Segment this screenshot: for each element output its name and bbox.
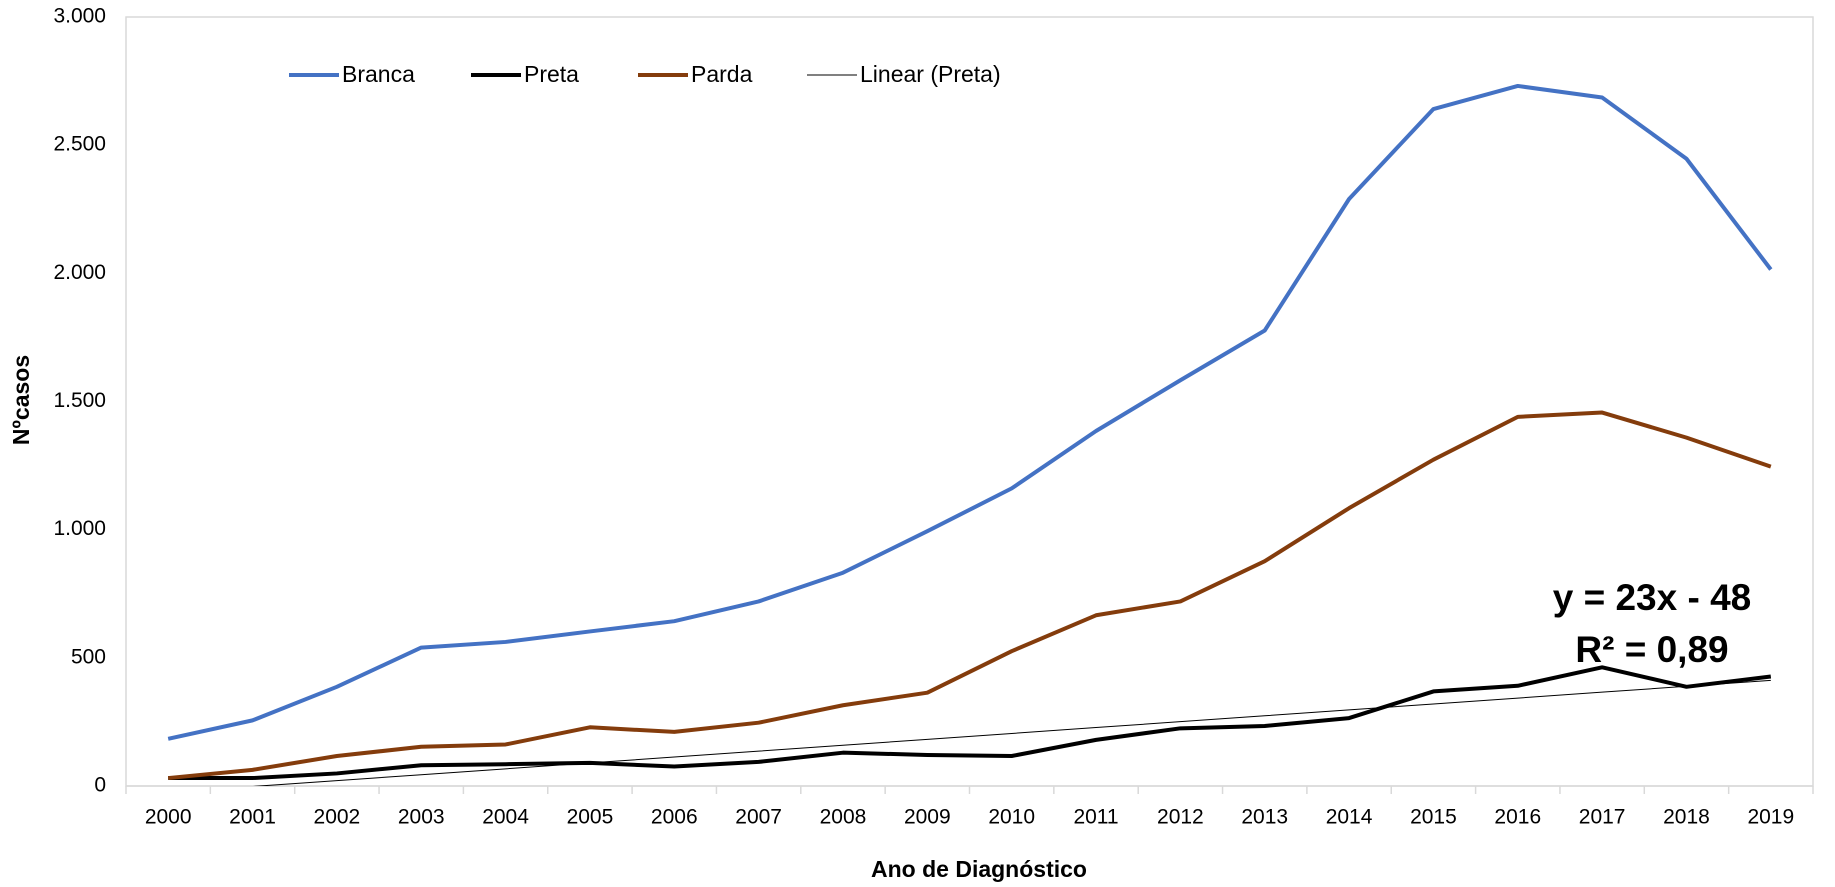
y-tick-label: 1.500	[53, 389, 106, 412]
x-tick-label: 2012	[1157, 806, 1204, 829]
x-tick-label: 2002	[314, 806, 361, 829]
x-tick-label: 2011	[1073, 806, 1118, 829]
x-tick-label: 2017	[1579, 806, 1626, 829]
y-tick-label: 2.500	[53, 133, 106, 156]
legend-label: Linear (Preta)	[860, 61, 1001, 87]
legend-label: Parda	[691, 61, 753, 87]
x-tick-label: 2004	[482, 806, 529, 829]
x-tick-label: 2018	[1663, 806, 1710, 829]
x-tick-label: 2005	[567, 806, 614, 829]
legend-label: Branca	[342, 61, 415, 87]
trend-r2: R² = 0,89	[1575, 629, 1728, 670]
x-tick-label: 2008	[820, 806, 867, 829]
x-tick-label: 2016	[1494, 806, 1541, 829]
y-tick-label: 3.000	[53, 5, 106, 28]
x-tick-label: 2007	[735, 806, 782, 829]
series-line	[168, 665, 1772, 781]
x-axis-label: Ano de Diagnóstico	[871, 856, 1087, 882]
trend-equation: y = 23x - 48	[1553, 577, 1752, 618]
x-tick-label: 2009	[904, 806, 951, 829]
x-tick-label: 2014	[1326, 806, 1373, 829]
y-tick-label: 2.000	[53, 261, 106, 284]
legend-label: Preta	[524, 61, 579, 87]
x-tick-label: 2003	[398, 806, 445, 829]
x-tick-label: 2013	[1241, 806, 1288, 829]
series-line	[167, 410, 1772, 781]
y-axis-label: Nºcasos	[8, 355, 34, 445]
x-tick-label: 2006	[651, 806, 698, 829]
series-line	[252, 679, 1771, 786]
x-tick-label: 2000	[145, 806, 192, 829]
y-tick-label: 0	[94, 774, 106, 797]
y-tick-label: 500	[71, 645, 106, 668]
x-tick-label: 2010	[988, 806, 1035, 829]
x-tick-label: 2001	[229, 806, 276, 829]
x-tick-label: 2015	[1410, 806, 1457, 829]
x-tick-label: 2019	[1747, 806, 1794, 829]
series-line	[167, 83, 1773, 741]
y-tick-label: 1.000	[53, 517, 106, 540]
